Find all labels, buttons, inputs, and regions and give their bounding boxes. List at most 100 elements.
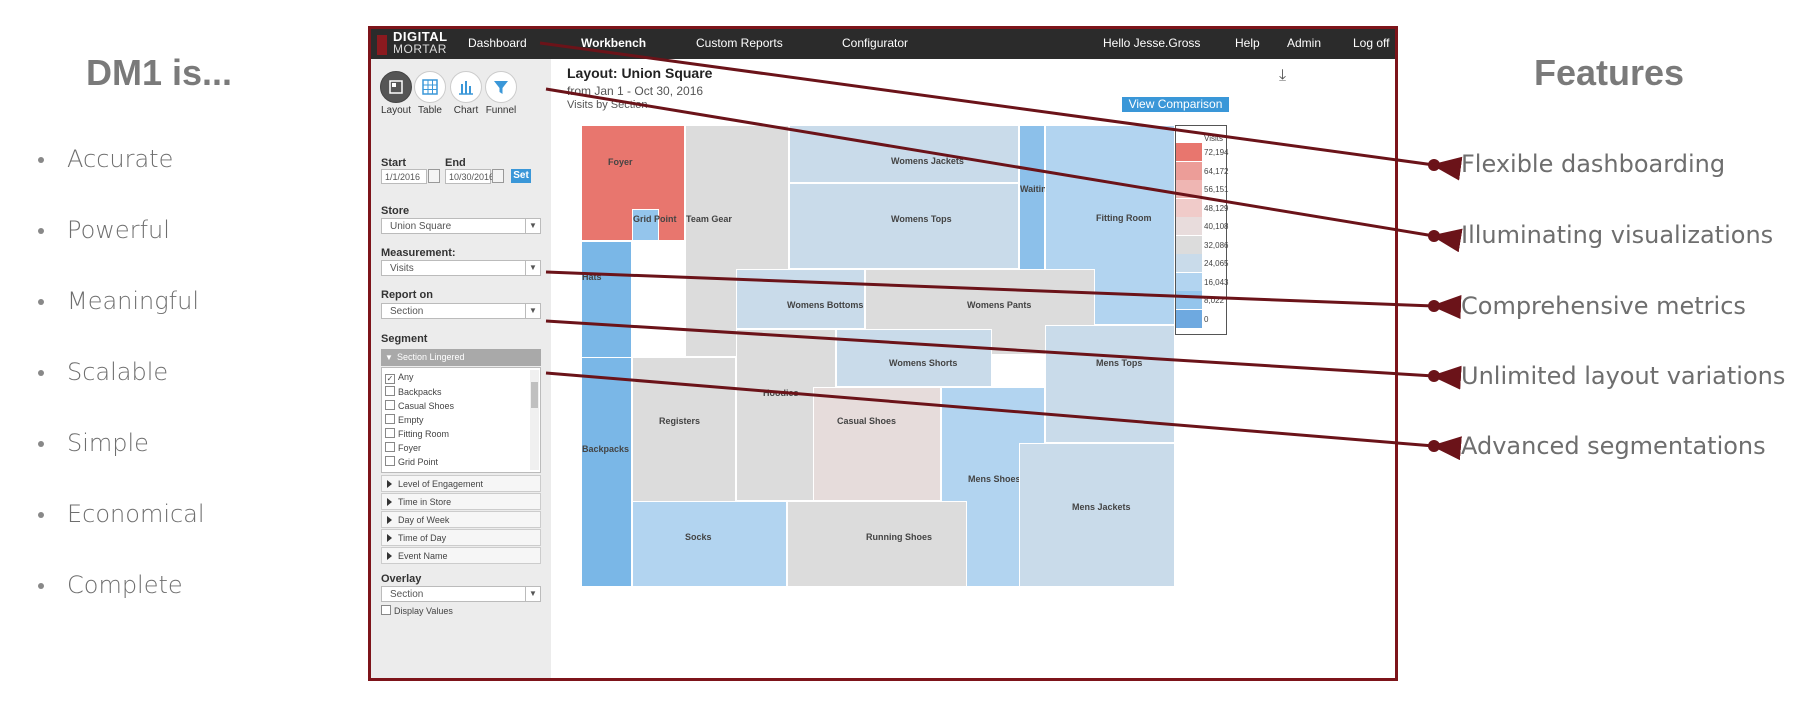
nav-custom-reports[interactable]: Custom Reports <box>696 36 783 50</box>
section-womens-jackets[interactable]: Womens Jackets <box>789 125 1019 183</box>
floorplan-heatmap: Foyer Grid Point Team Gear Womens Jacket… <box>581 125 1175 587</box>
store-value: Union Square <box>390 221 452 232</box>
section-mens-jackets[interactable]: Mens Jackets <box>1019 443 1175 587</box>
measurement-select[interactable]: Visits ▼ <box>381 260 541 276</box>
section-socks[interactable]: Socks <box>632 501 787 587</box>
overlay-select[interactable]: Section ▼ <box>381 586 541 602</box>
segment-option-any[interactable]: ✓ Any <box>385 372 414 384</box>
right-title: Features <box>1534 52 1685 93</box>
legend-value: 56,151 <box>1204 185 1229 194</box>
view-funnel-label: Funnel <box>485 105 517 116</box>
list-item: Scalable <box>38 358 205 429</box>
nav-configurator[interactable]: Configurator <box>842 36 909 50</box>
view-funnel-button[interactable]: Funnel <box>484 71 518 116</box>
view-chart-label: Chart <box>453 105 479 116</box>
chevron-down-icon: ▼ <box>525 261 540 275</box>
section-womens-tops[interactable]: Womens Tops <box>789 183 1019 269</box>
legend-swatch <box>1176 143 1202 161</box>
overlay-label: Overlay <box>381 573 422 585</box>
feature-dashboarding: Flexible dashboarding <box>1461 150 1726 178</box>
legend-value: 64,172 <box>1204 166 1229 176</box>
heatmap-legend: Visits 72,194 64,172 56,151 48,129 40,108 32,… <box>1175 125 1228 335</box>
nav-dashboard[interactable]: Dashboard <box>468 36 527 50</box>
date-range-text: from Jan 1 - Oct 30, 2016 <box>567 84 704 98</box>
report-on-select[interactable]: Section ▼ <box>381 303 541 319</box>
legend-value: 40,108 <box>1204 222 1229 231</box>
download-icon[interactable]: ⤓ <box>1279 67 1287 84</box>
section-backpacks[interactable]: Backpacks <box>581 357 632 587</box>
section-mens-tops[interactable]: Mens Tops <box>1045 325 1175 443</box>
chart-icon <box>450 71 482 103</box>
callout-dot <box>1428 230 1440 242</box>
start-date-input[interactable]: 1/1/2016 <box>381 169 427 184</box>
chevron-down-icon: ▼ <box>525 219 540 233</box>
section-grid-point[interactable]: Grid Point <box>632 209 677 241</box>
left-title: DM1 is... <box>86 52 233 93</box>
view-layout-button[interactable]: Layout <box>379 71 413 116</box>
nav-admin[interactable]: Admin <box>1287 36 1322 50</box>
nav-logoff[interactable]: Log off <box>1353 36 1390 50</box>
legend-rows: 72,194 64,172 56,151 48,129 40,108 32,086 24,0… <box>1176 143 1228 328</box>
checkbox-checked-icon[interactable]: ✓ <box>385 374 395 384</box>
section-womens-bottoms[interactable]: Womens Bottoms <box>736 269 865 329</box>
section-womens-shorts[interactable]: Womens Shorts <box>836 329 992 387</box>
checkbox-icon[interactable] <box>385 428 395 438</box>
feature-segmentations: Advanced segmentations <box>1461 432 1766 460</box>
calendar-icon[interactable] <box>428 169 440 183</box>
metric-subtitle: Visits by Section <box>567 99 648 111</box>
calendar-icon[interactable] <box>492 169 504 183</box>
checkbox-icon[interactable] <box>381 605 391 615</box>
segment-option[interactable]: Casual Shoes <box>385 400 454 411</box>
view-layout-label: Layout <box>380 105 412 116</box>
feature-visualizations: Illuminating visualizations <box>1461 221 1774 249</box>
table-icon <box>414 71 446 103</box>
scrollbar-thumb[interactable] <box>531 382 538 408</box>
segment-group-engagement[interactable]: Level of Engagement <box>381 475 541 492</box>
checkbox-icon[interactable] <box>385 414 395 424</box>
segment-group-event-name[interactable]: Event Name <box>381 547 541 564</box>
set-dates-button[interactable]: Set <box>511 169 531 183</box>
logo[interactable]: DIGITAL MORTAR <box>393 30 448 56</box>
report-on-label: Report on <box>381 289 433 301</box>
view-chart-button[interactable]: Chart <box>449 71 483 116</box>
segment-group-title: Section Lingered <box>397 352 465 362</box>
end-date-input[interactable]: 10/30/2016 <box>445 169 494 184</box>
segment-option[interactable]: Foyer <box>385 442 421 453</box>
nav-workbench[interactable]: Workbench <box>581 36 647 50</box>
measurement-label: Measurement: <box>381 247 456 259</box>
section-running-shoes[interactable]: Running Shoes <box>787 501 967 587</box>
segment-option[interactable]: Empty <box>385 414 424 425</box>
view-table-button[interactable]: Table <box>413 71 447 116</box>
app-window: DIGITAL MORTAR Dashboard Workbench Custo… <box>368 26 1398 681</box>
checkbox-icon[interactable] <box>385 456 395 466</box>
feature-metrics: Comprehensive metrics <box>1461 292 1746 320</box>
legend-swatch <box>1176 161 1202 180</box>
checkbox-icon[interactable] <box>385 400 395 410</box>
list-item: Economical <box>38 500 205 571</box>
nav-help[interactable]: Help <box>1235 36 1260 50</box>
logo-mark-icon <box>377 35 387 55</box>
segment-option[interactable]: Backpacks <box>385 386 442 397</box>
chevron-down-icon: ▼ <box>385 353 393 362</box>
overlay-value: Section <box>390 589 424 600</box>
checkbox-icon[interactable] <box>385 386 395 396</box>
segment-option[interactable]: Grid Point <box>385 456 438 467</box>
segment-group-day-of-week[interactable]: Day of Week <box>381 511 541 528</box>
user-greeting[interactable]: Hello Jesse.Gross <box>1103 36 1201 50</box>
logo-line2: MORTAR <box>393 42 447 56</box>
callout-dot <box>1428 159 1440 171</box>
segment-group-time-of-day[interactable]: Time of Day <box>381 529 541 546</box>
store-label: Store <box>381 205 410 217</box>
display-values-checkbox[interactable]: Display Values <box>381 605 453 616</box>
store-select[interactable]: Union Square ▼ <box>381 218 541 234</box>
legend-swatch <box>1176 180 1202 198</box>
scrollbar[interactable] <box>530 370 539 470</box>
view-comparison-button[interactable]: View Comparison <box>1122 97 1229 112</box>
section-casual-shoes[interactable]: Casual Shoes <box>813 387 941 501</box>
page-title: Layout: Union Square <box>567 65 713 81</box>
layout-icon <box>380 71 412 103</box>
segment-option[interactable]: Fitting Room <box>385 428 449 439</box>
segment-group-header[interactable]: ▼ Section Lingered <box>381 349 541 366</box>
segment-group-time-in-store[interactable]: Time in Store <box>381 493 541 510</box>
checkbox-icon[interactable] <box>385 442 395 452</box>
